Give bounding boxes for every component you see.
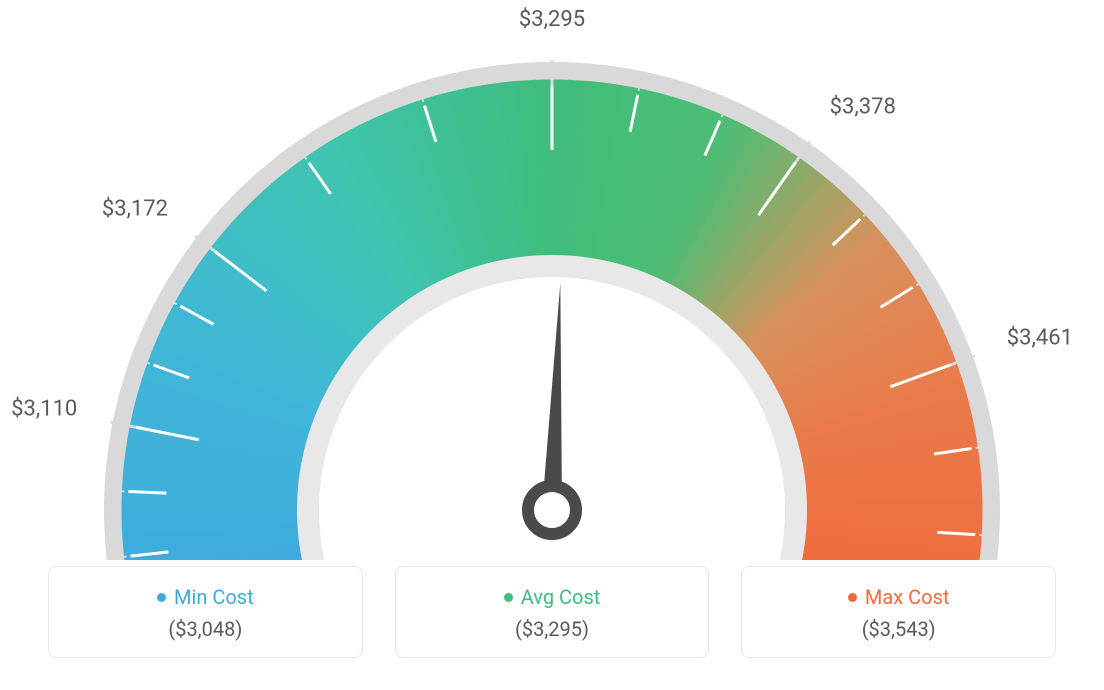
legend-title-max: Max Cost — [848, 585, 950, 609]
legend-row: Min Cost ($3,048) Avg Cost ($3,295) Max … — [48, 566, 1056, 658]
legend-value-min: ($3,048) — [61, 617, 350, 641]
gauge-needle — [542, 283, 562, 510]
cost-gauge: $3,048$3,110$3,172$3,295$3,378$3,461$3,5… — [0, 0, 1104, 560]
legend-label-min: Min Cost — [174, 585, 254, 609]
gauge-tick-label: $3,461 — [1007, 325, 1073, 350]
legend-card-max: Max Cost ($3,543) — [741, 566, 1056, 658]
legend-value-max: ($3,543) — [754, 617, 1043, 641]
legend-label-max: Max Cost — [865, 585, 950, 609]
arc-minor-tick — [128, 492, 166, 494]
legend-label-avg: Avg Cost — [521, 585, 601, 609]
outline-minor-tick — [979, 535, 999, 536]
legend-card-min: Min Cost ($3,048) — [48, 566, 363, 658]
dot-min — [157, 593, 166, 602]
gauge-hub — [528, 486, 576, 534]
outline-minor-tick — [104, 490, 124, 491]
gauge-tick-label: $3,295 — [519, 7, 585, 32]
legend-title-avg: Avg Cost — [504, 585, 601, 609]
gauge-tick-label: $3,110 — [11, 397, 77, 422]
gauge-tick-label: $3,378 — [830, 95, 896, 120]
legend-card-avg: Avg Cost ($3,295) — [395, 566, 710, 658]
gauge-tick-label: $3,172 — [102, 196, 168, 221]
gauge-svg: $3,048$3,110$3,172$3,295$3,378$3,461$3,5… — [0, 0, 1104, 560]
dot-avg — [504, 593, 513, 602]
legend-value-avg: ($3,295) — [408, 617, 697, 641]
dot-max — [848, 593, 857, 602]
legend-title-min: Min Cost — [157, 585, 254, 609]
